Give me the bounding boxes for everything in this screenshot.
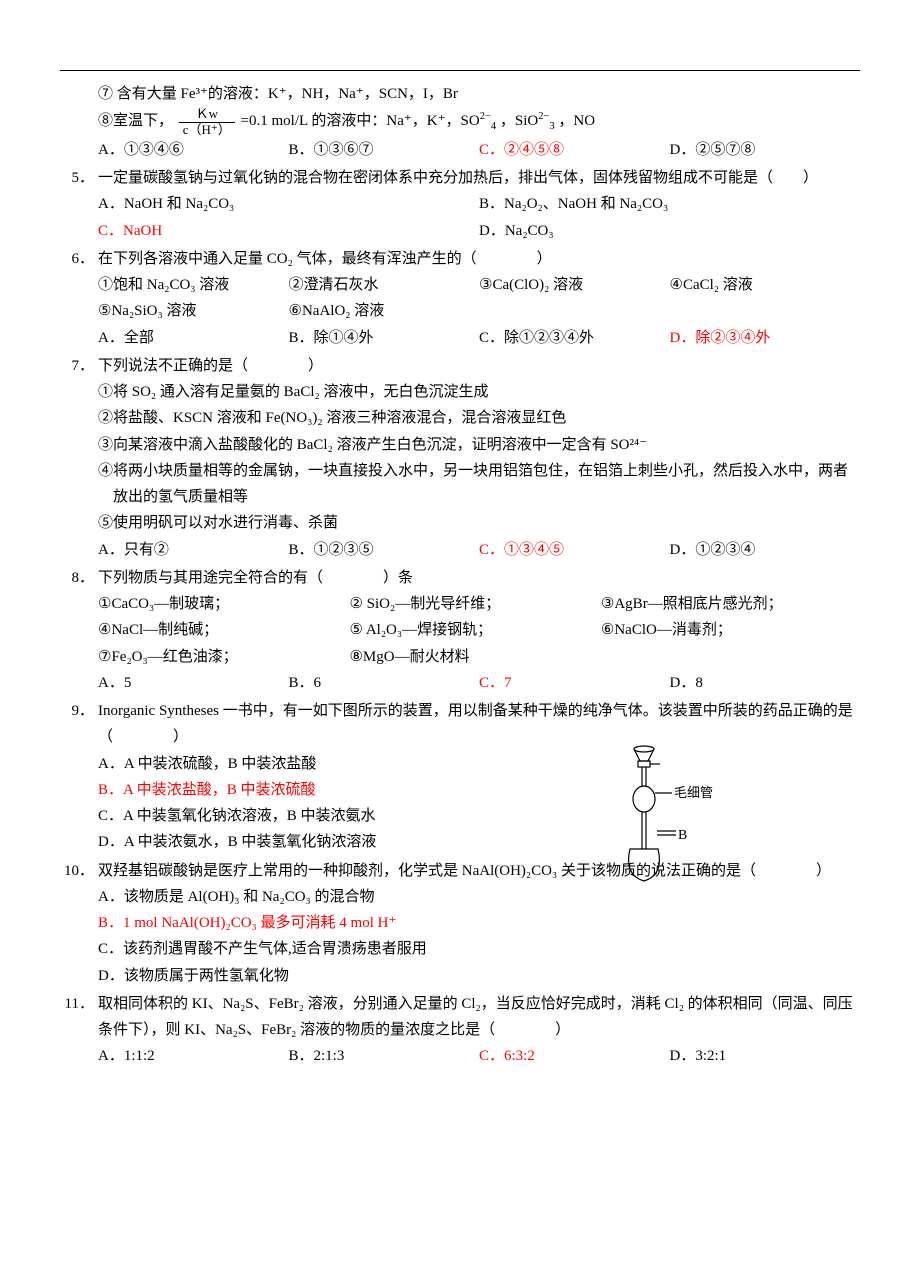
question-7: 7． 下列说法不正确的是（ ） ①将 SO₂ 通入溶有足量氨的 BaCl₂ 溶液… — [60, 353, 860, 563]
q8-stem: 下列物质与其用途完全符合的有（ ）条 — [98, 565, 860, 591]
q7-s3: ③向某溶液中滴入盐酸酸化的 BaCl₂ 溶液产生白色沉淀，证明溶液中一定含有 S… — [60, 432, 860, 458]
q7-stem: 下列说法不正确的是（ ） — [98, 353, 860, 379]
q11-a: A．1:1:2 — [98, 1043, 289, 1069]
q6-i5: ⑤Na₂SiO₃ 溶液 — [98, 298, 289, 324]
q7-b: B．①②③⑤ — [289, 537, 480, 563]
pre-question-fragment: ⑦ 含有大量 Fe³⁺的溶液：K⁺，NH，Na⁺，SCN，I，Br ⑧室温下， … — [60, 81, 860, 163]
q6-a: A．全部 — [98, 325, 289, 351]
apparatus-diagram: 毛细管 B — [610, 743, 730, 893]
frac-num: Ｋw — [179, 107, 235, 122]
q7-a: A．只有② — [98, 537, 289, 563]
q7-s4: ④将两小块质量相等的金属钠，一块直接投入水中，另一块用铝箔包住，在铝箔上刺些小孔… — [60, 458, 860, 511]
q8-i8: ⑧MgO—耐火材料 — [349, 644, 860, 670]
pre-options: A．①③④⑥ B．①③⑥⑦ C．②④⑤⑧ D．②⑤⑦⑧ — [60, 137, 860, 163]
q10-d: D．该物质属于两性氢氧化物 — [60, 963, 860, 989]
q8-i3: ③AgBr—照相底片感光剂； — [601, 591, 860, 617]
q8-num: 8． — [60, 565, 98, 591]
q11-b: B．2:1:3 — [289, 1043, 480, 1069]
opt-b: B．①③⑥⑦ — [289, 137, 480, 163]
question-11: 11． 取相同体积的 KI、Na₂S、FeBr₂ 溶液，分别通入足量的 Cl₂，… — [60, 991, 860, 1070]
q9-c: C．A 中装氢氧化钠浓溶液，B 中装浓氨水 — [60, 803, 860, 829]
q5-d: D．Na₂CO₃ — [479, 218, 860, 244]
q9-b-answer: B．A 中装浓盐酸，B 中装浓硫酸 — [60, 777, 860, 803]
q8-a: A．5 — [98, 670, 289, 696]
q7-c-answer: C．①③④⑤ — [479, 537, 670, 563]
q6-d-answer: D．除②③④外 — [670, 325, 861, 351]
q9-a: A．A 中装浓硫酸，B 中装浓盐酸 — [60, 751, 860, 777]
q8-i1: ①CaCO₃—制玻璃； — [98, 591, 349, 617]
opt-c-answer: C．②④⑤⑧ — [479, 137, 670, 163]
pre-item-7: ⑦ 含有大量 Fe³⁺的溶液：K⁺，NH，Na⁺，SCN，I，Br — [60, 81, 860, 107]
q8-d: D．8 — [670, 670, 861, 696]
q6-i4: ④CaCl₂ 溶液 — [670, 272, 861, 298]
q7-s2: ②将盐酸、KSCN 溶液和 Fe(NO₃)₂ 溶液三种溶液混合，混合溶液显红色 — [60, 405, 860, 431]
pre8-a: ⑧室温下， — [98, 113, 173, 129]
q8-i7: ⑦Fe₂O₃—红色油漆； — [98, 644, 349, 670]
q6-i1: ①饱和 Na₂CO₃ 溶液 — [98, 272, 289, 298]
q11-c-answer: C．6:3:2 — [479, 1043, 670, 1069]
q5-b: B．Na₂O₂、NaOH 和 Na₂CO₃ — [479, 191, 860, 217]
q8-i2: ② SiO₂—制光导纤维； — [349, 591, 600, 617]
opt-d: D．②⑤⑦⑧ — [670, 137, 861, 163]
sup: 2− — [538, 111, 549, 122]
q5-num: 5． — [60, 165, 98, 191]
q10-a: A．该物质是 Al(OH)₃ 和 Na₂CO₃ 的混合物 — [60, 884, 860, 910]
q7-s5: ⑤使用明矾可以对水进行消毒、杀菌 — [60, 510, 860, 536]
pre8-c: ，SiO — [500, 113, 538, 129]
frac-den: c（H⁺） — [179, 123, 235, 137]
q11-d: D．3:2:1 — [670, 1043, 861, 1069]
q8-b: B．6 — [289, 670, 480, 696]
sup: 2− — [480, 111, 491, 122]
q5-stem: 一定量碳酸氢钠与过氧化钠的混合物在密闭体系中充分加热后，排出气体，固体残留物组成… — [98, 165, 860, 191]
q6-i2: ②澄清石灰水 — [289, 272, 480, 298]
sub: 3 — [549, 121, 554, 132]
q6-i6: ⑥NaAlO₂ 溶液 — [289, 298, 480, 324]
pre8-fraction: Ｋw c（H⁺） — [179, 107, 235, 137]
q5-c-answer: C．NaOH — [98, 218, 479, 244]
q9-num: 9． — [60, 698, 98, 751]
question-10: 10． 双羟基铝碳酸钠是医疗上常用的一种抑酸剂，化学式是 NaAl(OH)₂CO… — [60, 858, 860, 989]
q10-stem: 双羟基铝碳酸钠是医疗上常用的一种抑酸剂，化学式是 NaAl(OH)₂CO₃ 关于… — [98, 858, 860, 884]
q8-i6: ⑥NaClO—消毒剂； — [601, 617, 860, 643]
page-top-rule — [60, 70, 860, 71]
q7-d: D．①②③④ — [670, 537, 861, 563]
question-9: 9． Inorganic Syntheses 一书中，有一如下图所示的装置，用以… — [60, 698, 860, 856]
pre8-d: ，NO — [558, 113, 595, 129]
q8-i5: ⑤ Al₂O₃—焊接钢轨； — [349, 617, 600, 643]
q6-stem: 在下列各溶液中通入足量 CO₂ 气体，最终有浑浊产生的（ ） — [98, 246, 860, 272]
q7-s1: ①将 SO₂ 通入溶有足量氨的 BaCl₂ 溶液中，无白色沉淀生成 — [60, 379, 860, 405]
q7-num: 7． — [60, 353, 98, 379]
q10-b-answer: B．1 mol NaAl(OH)₂CO₃ 最多可消耗 4 mol H⁺ — [60, 910, 860, 936]
q8-i4: ④NaCl—制纯碱； — [98, 617, 349, 643]
opt-a: A．①③④⑥ — [98, 137, 289, 163]
pre-item-8: ⑧室温下， Ｋw c（H⁺） =0.1 mol/L 的溶液中：Na⁺，K⁺，SO… — [60, 107, 860, 137]
pre8-b: =0.1 mol/L 的溶液中：Na⁺，K⁺，SO — [241, 113, 480, 129]
label-capillary: 毛细管 — [674, 785, 713, 800]
label-b: B — [678, 828, 687, 843]
q9-stem: Inorganic Syntheses 一书中，有一如下图所示的装置，用以制备某… — [98, 698, 860, 751]
sub: 4 — [491, 121, 496, 132]
q11-num: 11． — [60, 991, 98, 1044]
q6-c: C．除①②③④外 — [479, 325, 670, 351]
q6-b: B．除①④外 — [289, 325, 480, 351]
q10-c: C．该药剂遇胃酸不产生气体,适合胃溃疡患者服用 — [60, 936, 860, 962]
q6-num: 6． — [60, 246, 98, 272]
q10-num: 10． — [60, 858, 98, 884]
question-8: 8． 下列物质与其用途完全符合的有（ ）条 ①CaCO₃—制玻璃； ② SiO₂… — [60, 565, 860, 696]
q6-i3: ③Ca(ClO)₂ 溶液 — [479, 272, 670, 298]
q5-a: A．NaOH 和 Na₂CO₃ — [98, 191, 479, 217]
question-6: 6． 在下列各溶液中通入足量 CO₂ 气体，最终有浑浊产生的（ ） ①饱和 Na… — [60, 246, 860, 351]
q11-stem: 取相同体积的 KI、Na₂S、FeBr₂ 溶液，分别通入足量的 Cl₂，当反应恰… — [98, 991, 860, 1044]
q8-c-answer: C．7 — [479, 670, 670, 696]
q9-d: D．A 中装浓氨水，B 中装氢氧化钠浓溶液 — [60, 829, 860, 855]
question-5: 5． 一定量碳酸氢钠与过氧化钠的混合物在密闭体系中充分加热后，排出气体，固体残留… — [60, 165, 860, 244]
